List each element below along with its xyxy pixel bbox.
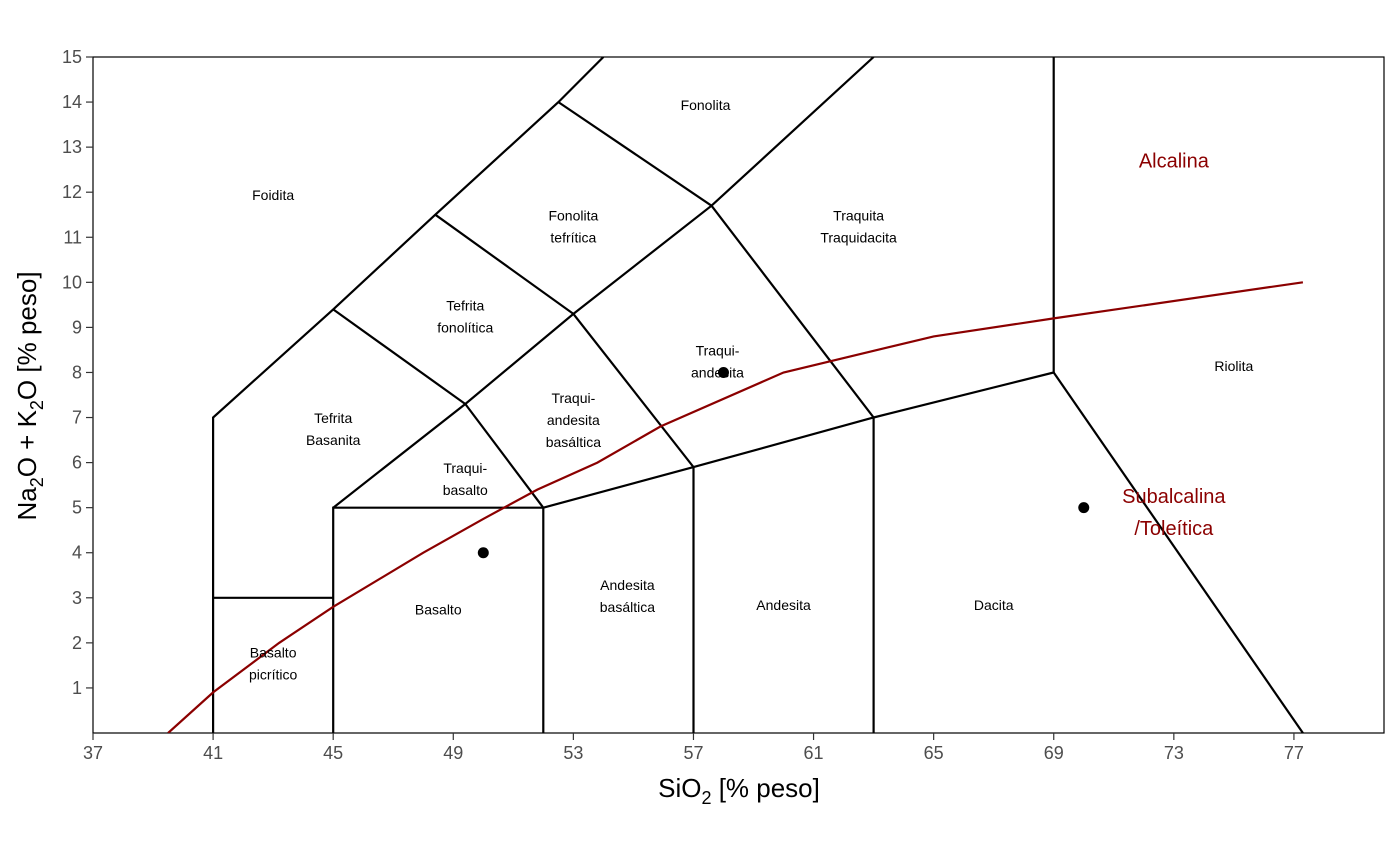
y-tick-label: 14 — [62, 92, 82, 112]
field-label: Tefrita fonolítica — [437, 298, 493, 336]
sample-point — [477, 547, 489, 559]
y-tick-label: 8 — [72, 362, 82, 382]
x-tick-label: 77 — [1284, 743, 1304, 763]
field-label: Foidita — [252, 187, 294, 203]
field-label: Dacita — [974, 597, 1014, 613]
x-tick-label: 41 — [203, 743, 223, 763]
field-label: Andesita — [756, 597, 811, 613]
y-tick-label: 7 — [72, 408, 82, 428]
plot-frame — [92, 56, 1385, 734]
y-tick-label: 4 — [72, 543, 82, 563]
series-label: Alcalina — [1139, 150, 1210, 172]
field-label: Fonolita tefrítica — [548, 207, 598, 245]
y-tick-label: 13 — [62, 137, 82, 157]
plot-area: Foidita Fonolita Fonolita tefrítica Tefrita f… — [92, 56, 1385, 734]
field-label: Traqui-andesita basáltica — [546, 390, 601, 450]
x-tick-label: 53 — [563, 743, 583, 763]
sample-point — [1078, 502, 1090, 514]
field-label: Riolita — [1214, 358, 1253, 374]
field-label: Traqui-andesita — [691, 343, 744, 381]
x-tick-label: 49 — [443, 743, 463, 763]
field-label: Andesita basáltica — [600, 577, 655, 615]
field-label: Tefrita Basanita — [306, 410, 361, 448]
y-tick-label: 12 — [62, 182, 82, 202]
plot-content — [167, 57, 1304, 733]
y-tick-label: 11 — [63, 227, 82, 247]
x-tick-label: 61 — [804, 743, 824, 763]
field-label: Traquita Traquidacita — [820, 207, 897, 245]
field-boundary — [434, 213, 695, 733]
y-tick-label: 3 — [72, 588, 82, 608]
x-axis: 37 41 45 49 53 57 61 65 69 73 77 — [83, 733, 1304, 763]
field-boundary — [557, 101, 875, 733]
series-label: Subalcalina/Toleítica — [1122, 486, 1226, 540]
x-tick-label: 37 — [83, 743, 103, 763]
x-tick-label: 65 — [924, 743, 944, 763]
field-label: Traqui-basalto — [443, 460, 488, 498]
y-axis-title: Na2O + K2O [% peso] — [12, 271, 47, 520]
field-boundary — [212, 57, 605, 733]
alkaline-subalkaline-divider — [167, 281, 1304, 733]
y-tick-label: 2 — [72, 633, 82, 653]
y-tick-label: 9 — [72, 317, 82, 337]
field-label: Fonolita — [681, 97, 731, 113]
field-boundary — [332, 506, 545, 733]
x-axis-title: SiO2 [% peso] — [658, 773, 820, 808]
sample-point — [717, 366, 729, 378]
y-tick-label: 5 — [72, 498, 82, 518]
field-label: Basalto — [415, 602, 462, 618]
field-boundary — [1052, 371, 1304, 733]
y-tick-label: 6 — [72, 453, 82, 473]
y-tick-label: 10 — [62, 272, 82, 292]
x-tick-label: 45 — [323, 743, 343, 763]
x-tick-label: 73 — [1164, 743, 1184, 763]
y-tick-label: 15 — [62, 47, 82, 67]
field-boundary — [543, 57, 1055, 509]
y-tick-label: 1 — [72, 678, 82, 698]
field-label: Basalto picrítico — [249, 645, 297, 683]
x-tick-label: 57 — [683, 743, 703, 763]
x-tick-label: 69 — [1044, 743, 1064, 763]
field-boundary — [332, 308, 545, 509]
